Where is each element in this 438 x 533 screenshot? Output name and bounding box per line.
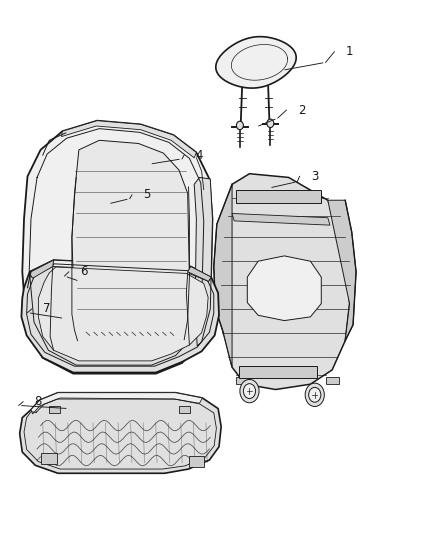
Text: 8: 8 <box>35 395 42 408</box>
Polygon shape <box>49 407 60 413</box>
Polygon shape <box>31 393 202 414</box>
Polygon shape <box>328 200 356 341</box>
Circle shape <box>267 119 274 127</box>
Polygon shape <box>30 260 211 281</box>
Text: 7: 7 <box>43 302 51 316</box>
Circle shape <box>240 379 259 403</box>
Text: 5: 5 <box>144 189 151 201</box>
Text: 1: 1 <box>346 45 353 58</box>
Polygon shape <box>237 377 250 384</box>
Text: 6: 6 <box>80 265 88 278</box>
Polygon shape <box>216 37 296 88</box>
Polygon shape <box>221 174 350 390</box>
Polygon shape <box>194 177 212 346</box>
Polygon shape <box>22 120 212 374</box>
Circle shape <box>309 387 321 402</box>
FancyBboxPatch shape <box>188 456 204 467</box>
Polygon shape <box>247 256 321 320</box>
Polygon shape <box>20 393 221 473</box>
Polygon shape <box>187 266 211 281</box>
Polygon shape <box>214 184 232 367</box>
Polygon shape <box>61 120 196 158</box>
Text: 2: 2 <box>298 103 305 117</box>
Circle shape <box>305 383 324 407</box>
Polygon shape <box>21 260 219 373</box>
Polygon shape <box>325 377 339 384</box>
FancyBboxPatch shape <box>237 190 321 203</box>
Polygon shape <box>232 214 330 225</box>
Circle shape <box>237 121 244 130</box>
Polygon shape <box>39 267 208 361</box>
FancyBboxPatch shape <box>42 453 57 464</box>
FancyBboxPatch shape <box>239 366 317 378</box>
Circle shape <box>244 384 255 399</box>
Text: 4: 4 <box>196 149 203 161</box>
Polygon shape <box>72 140 189 351</box>
Text: 3: 3 <box>311 170 318 183</box>
Polygon shape <box>179 407 190 413</box>
Polygon shape <box>30 260 53 278</box>
